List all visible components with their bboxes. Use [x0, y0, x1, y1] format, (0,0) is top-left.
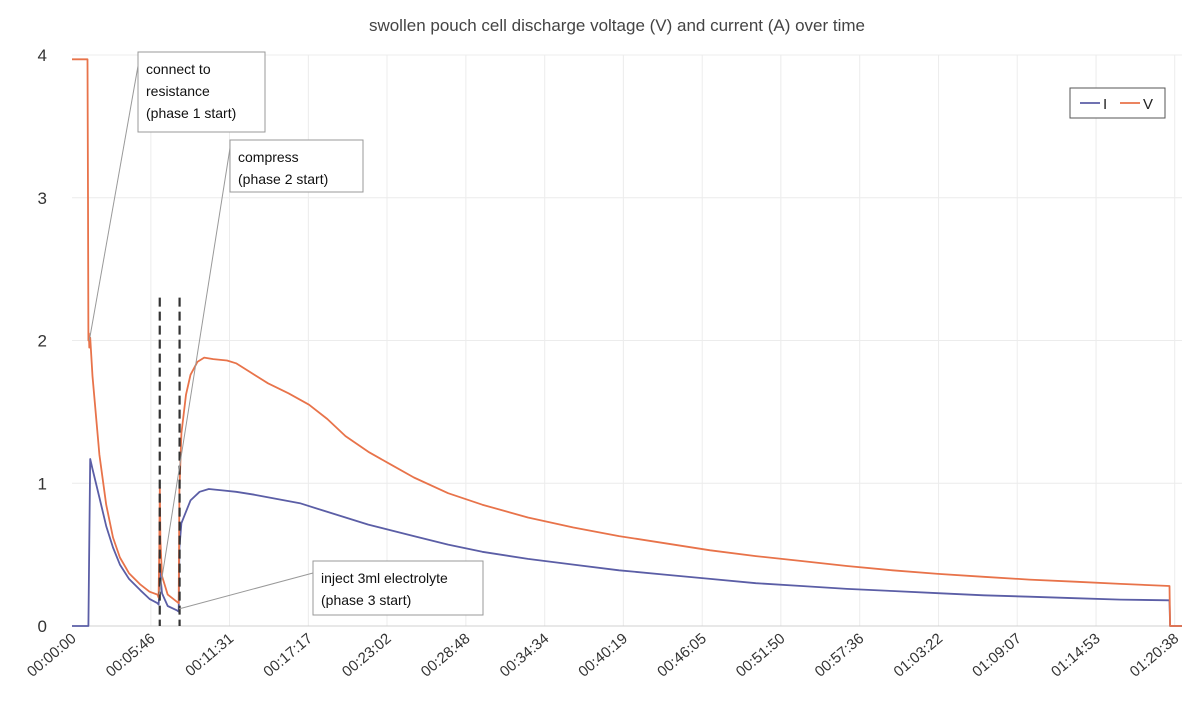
y-tick-label: 2: [38, 332, 47, 351]
annotation-box: [229, 139, 364, 193]
x-tick-label: 01:09:07: [969, 630, 1025, 681]
series-group: [72, 58, 1182, 627]
annotation-text: connect to: [146, 61, 211, 77]
y-tick-label: 0: [38, 617, 47, 636]
annotation-text: compress: [238, 149, 299, 165]
annotation-text: resistance: [146, 83, 210, 99]
legend-label-i: I: [1103, 96, 1107, 113]
phase-markers: [158, 297, 181, 626]
annotation-leader: [88, 65, 139, 341]
y-tick-label: 4: [38, 46, 47, 65]
legend-label-v: V: [1143, 96, 1153, 113]
annotation-phase-2: compress (phase 2 start): [158, 139, 364, 595]
x-axis-ticks: 00:00:00 00:05:46 00:11:31 00:17:17 00:23:02…: [24, 630, 1182, 681]
annotation-box: [137, 51, 266, 133]
series-line-i: [72, 458, 1182, 627]
annotation-text: (phase 3 start): [321, 592, 411, 608]
annotation-phase-1: connect to resistance (phase 1 start): [88, 51, 266, 341]
x-tick-label: 01:20:38: [1127, 630, 1183, 681]
chart-title: swollen pouch cell discharge voltage (V)…: [369, 16, 865, 35]
x-tick-label: 00:51:50: [733, 630, 789, 681]
annotation-leader: [178, 572, 314, 610]
annotation-text: (phase 1 start): [146, 105, 236, 121]
x-tick-label: 00:00:00: [24, 630, 80, 681]
y-tick-label: 3: [38, 189, 47, 208]
annotation-leader: [158, 147, 231, 595]
annotation-phase-3: inject 3ml electrolyte (phase 3 start): [178, 560, 484, 616]
series-line-v: [72, 58, 1182, 627]
x-tick-label: 00:28:48: [418, 630, 474, 681]
x-tick-label: 00:40:19: [575, 630, 631, 681]
annotation-box: [312, 560, 484, 616]
annotation-text: (phase 2 start): [238, 171, 328, 187]
x-tick-label: 00:57:36: [812, 630, 868, 681]
x-tick-label: 01:14:53: [1048, 630, 1104, 681]
x-tick-label: 00:46:05: [654, 630, 710, 681]
x-tick-label: 00:11:31: [182, 630, 237, 680]
y-axis-ticks: 0 1 2 3 4: [38, 46, 47, 636]
x-tick-label: 00:05:46: [103, 630, 159, 681]
x-tick-label: 00:17:17: [260, 630, 316, 681]
annotations: connect to resistance (phase 1 start) compr…: [88, 51, 484, 616]
x-tick-label: 01:03:22: [890, 630, 946, 681]
legend: I V: [1069, 87, 1166, 119]
legend-box: [1069, 87, 1166, 119]
x-tick-label: 00:23:02: [339, 630, 395, 681]
annotation-text: inject 3ml electrolyte: [321, 570, 448, 586]
y-tick-label: 1: [38, 474, 47, 493]
x-tick-label: 00:34:34: [497, 630, 553, 681]
